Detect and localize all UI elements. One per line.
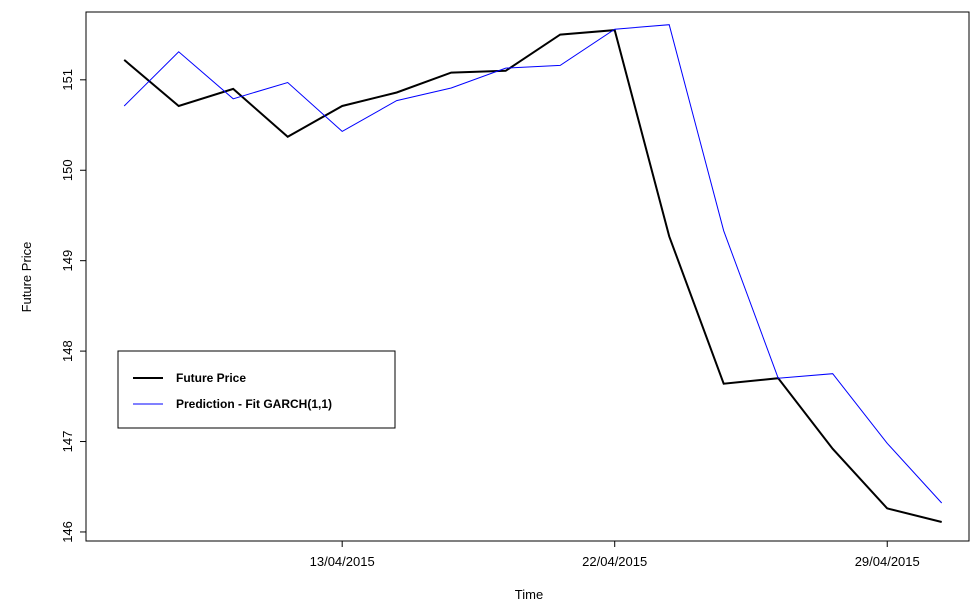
y-tick-label: 149 <box>60 250 75 272</box>
legend-label-prediction: Prediction - Fit GARCH(1,1) <box>176 397 332 411</box>
x-tick-label: 22/04/2015 <box>582 554 647 569</box>
x-axis-title: Time <box>515 587 543 602</box>
y-tick-label: 148 <box>60 340 75 362</box>
x-tick-label: 13/04/2015 <box>310 554 375 569</box>
series-line-future-price <box>123 29 942 523</box>
x-tick-label: 29/04/2015 <box>855 554 920 569</box>
plot-frame <box>85 11 970 542</box>
y-tick-label: 147 <box>60 431 75 453</box>
y-tick-label: 151 <box>60 69 75 91</box>
legend: Future Price Prediction - Fit GARCH(1,1) <box>117 350 396 429</box>
y-axis: 146 147 148 149 150 151 <box>60 69 86 543</box>
x-axis: 13/04/2015 22/04/2015 29/04/2015 <box>310 541 920 569</box>
series-line-prediction <box>123 24 943 504</box>
legend-label-future-price: Future Price <box>176 371 246 385</box>
y-tick-label: 150 <box>60 159 75 181</box>
y-tick-label: 146 <box>60 521 75 543</box>
y-axis-title: Future Price <box>19 242 34 313</box>
legend-box <box>117 350 396 429</box>
series-layer <box>123 24 943 523</box>
